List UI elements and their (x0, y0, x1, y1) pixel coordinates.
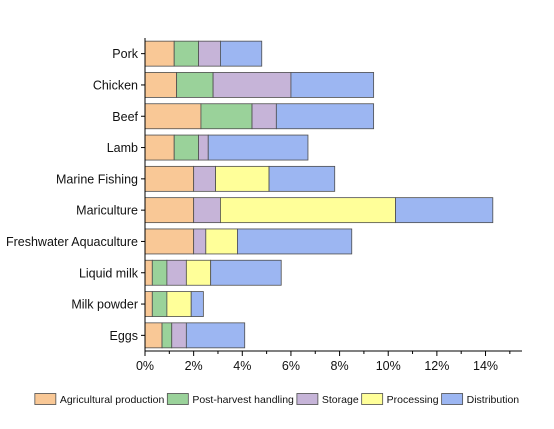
bar-marine-fishing-agricultural-production (144, 165, 195, 192)
bar-eggs-post-harvest-handling (161, 322, 173, 349)
legend-item-post-harvest-handling: Post-harvest handling (166, 393, 294, 406)
legend-label: Processing (387, 394, 439, 406)
x-tick-label: 10% (376, 359, 401, 373)
y-tick-label: Lamb (107, 141, 138, 155)
bar-mariculture-processing (219, 197, 396, 224)
legend-item-agricultural-production: Agricultural production (34, 393, 165, 406)
bar-milk-powder-post-harvest-handling (151, 291, 168, 317)
legend-swatch (34, 393, 57, 405)
y-tick-label: Beef (112, 110, 138, 124)
bar-eggs-agricultural-production (144, 322, 163, 349)
y-tick-label: Liquid milk (79, 266, 139, 280)
legend-swatch (166, 393, 189, 405)
x-tick-label: 12% (424, 359, 449, 373)
bar-lamb-storage (198, 134, 209, 161)
bars-layer (144, 40, 494, 349)
bar-milk-powder-processing (166, 291, 192, 317)
bar-chicken-storage (212, 72, 292, 98)
bar-mariculture-agricultural-production (144, 197, 195, 224)
legend-item-distribution: Distribution (441, 393, 520, 406)
bar-lamb-distribution (207, 134, 309, 161)
bar-milk-powder-agricultural-production (144, 291, 153, 317)
bar-marine-fishing-distribution (268, 165, 336, 192)
bar-freshwater-aquaculture-agricultural-production (144, 228, 195, 255)
legend-label: Post-harvest handling (192, 394, 294, 406)
bar-beef-storage (251, 103, 277, 130)
bar-freshwater-aquaculture-processing (205, 228, 238, 255)
bar-mariculture-distribution (395, 197, 494, 224)
legend-item-storage: Storage (296, 393, 359, 406)
bar-beef-post-harvest-handling (200, 103, 253, 130)
legend: Agricultural production Post-harvest hand… (34, 393, 520, 406)
bar-lamb-agricultural-production (144, 134, 175, 161)
bar-freshwater-aquaculture-distribution (237, 228, 353, 255)
bar-pork-post-harvest-handling (173, 40, 199, 67)
bar-marine-fishing-processing (215, 165, 270, 192)
bar-liquid-milk-distribution (210, 259, 282, 286)
bar-chicken-agricultural-production (144, 72, 178, 98)
y-tick-label: Eggs (110, 329, 139, 343)
bar-liquid-milk-agricultural-production (144, 259, 153, 286)
y-tick-label: Chicken (93, 78, 138, 92)
bar-lamb-post-harvest-handling (173, 134, 199, 161)
bar-milk-powder-distribution (190, 291, 204, 317)
bar-eggs-storage (171, 322, 187, 349)
bar-mariculture-storage (193, 197, 221, 224)
y-tick-label: Milk powder (71, 298, 138, 312)
y-tick-label: Freshwater Aquaculture (6, 235, 138, 249)
bar-chicken-distribution (290, 72, 375, 98)
x-tick-label: 6% (282, 359, 300, 373)
bar-pork-distribution (219, 40, 263, 67)
x-tick-label: 4% (233, 359, 251, 373)
bar-eggs-distribution (185, 322, 246, 349)
bar-pork-storage (198, 40, 221, 67)
x-tick-label: 8% (331, 359, 349, 373)
bar-liquid-milk-processing (185, 259, 212, 286)
legend-label: Distribution (467, 394, 520, 406)
bar-pork-agricultural-production (144, 40, 175, 67)
bar-beef-agricultural-production (144, 103, 202, 130)
bar-freshwater-aquaculture-storage (193, 228, 207, 255)
y-tick-label: Pork (112, 47, 138, 61)
bar-chicken-post-harvest-handling (176, 72, 214, 98)
x-tick-label: 0% (136, 359, 154, 373)
y-tick-label: Marine Fishing (56, 172, 138, 186)
bar-beef-distribution (275, 103, 375, 130)
legend-label: Agricultural production (60, 394, 165, 406)
axes-layer: Pork Chicken Beef Lamb Marine Fishing Maricul… (6, 38, 522, 373)
legend-swatch (296, 393, 319, 405)
x-tick-label: 2% (185, 359, 203, 373)
legend-swatch (361, 393, 384, 405)
legend-item-processing: Processing (361, 393, 439, 406)
bar-liquid-milk-post-harvest-handling (151, 259, 168, 286)
y-tick-label: Mariculture (76, 204, 138, 218)
bar-liquid-milk-storage (166, 259, 187, 286)
x-tick-label: 14% (473, 359, 498, 373)
legend-swatch (441, 393, 464, 405)
bar-marine-fishing-storage (193, 165, 216, 192)
legend-label: Storage (322, 394, 359, 406)
